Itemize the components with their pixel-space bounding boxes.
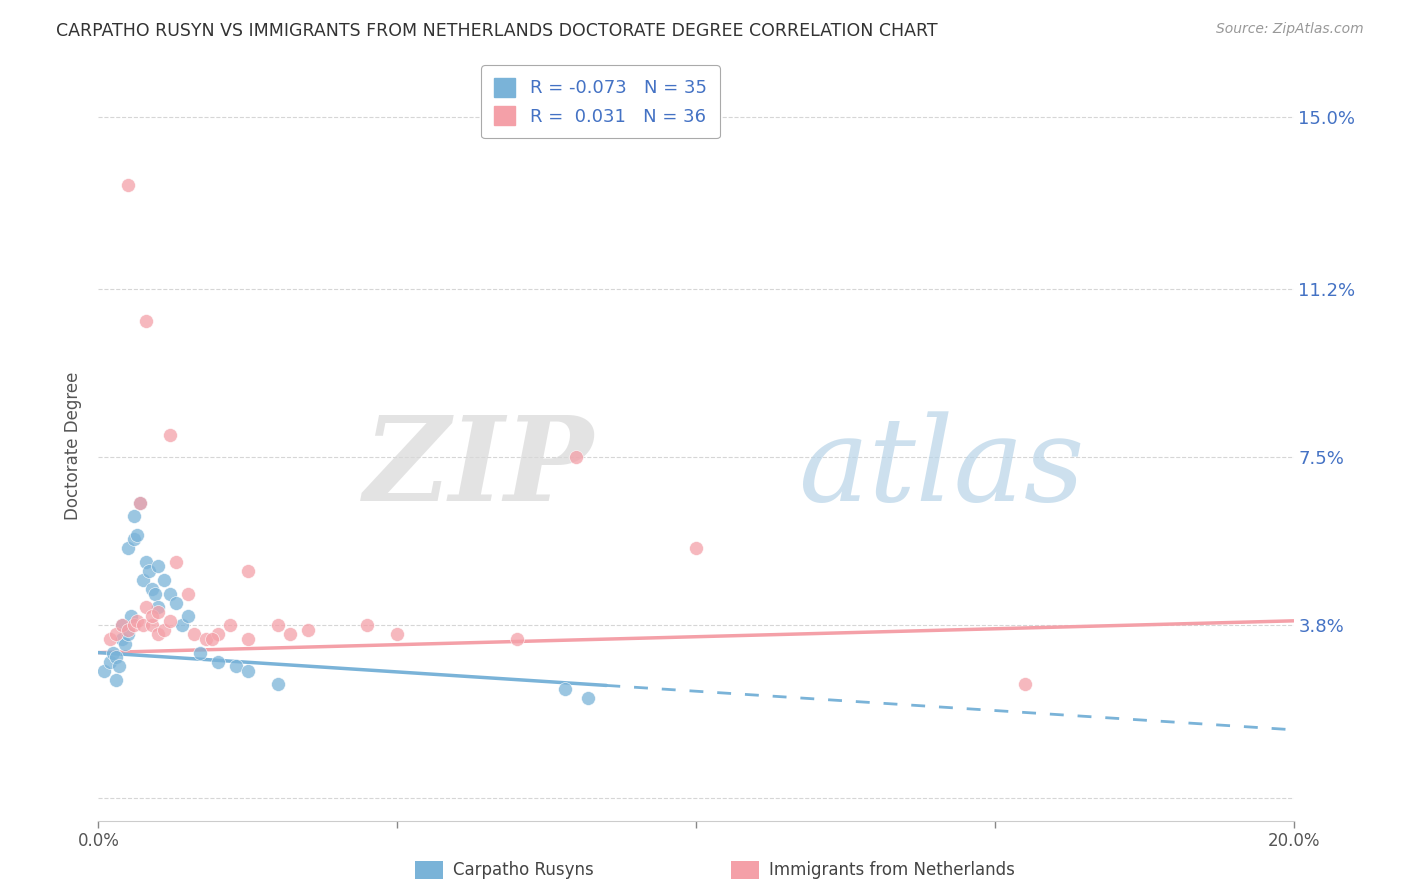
Y-axis label: Doctorate Degree: Doctorate Degree (63, 372, 82, 520)
Point (148, 627, 170, 641)
Point (165, 596, 187, 610)
Point (219, 618, 242, 632)
Point (132, 573, 155, 587)
Point (236, 664, 259, 678)
Point (138, 564, 160, 578)
Point (183, 627, 205, 641)
Point (578, 691, 600, 706)
Point (141, 609, 163, 624)
Legend: R = -0.073   N = 35, R =  0.031   N = 36: R = -0.073 N = 35, R = 0.031 N = 36 (481, 65, 720, 138)
Point (385, 627, 409, 641)
Point (165, 555, 187, 569)
Point (172, 618, 194, 632)
Point (135, 600, 157, 615)
Point (177, 609, 200, 624)
Point (124, 532, 146, 546)
Point (114, 636, 136, 650)
Point (225, 659, 247, 673)
Point (356, 618, 378, 632)
Point (159, 614, 181, 628)
Point (117, 178, 139, 192)
Point (153, 573, 176, 587)
Point (98, 632, 122, 646)
Point (105, 650, 128, 665)
Point (135, 555, 157, 569)
Point (188, 646, 211, 660)
Text: ZIP: ZIP (364, 411, 595, 526)
Point (207, 627, 229, 641)
Point (201, 632, 224, 646)
Point (1014, 677, 1036, 691)
Point (207, 655, 229, 669)
Point (117, 627, 139, 641)
Point (506, 632, 529, 646)
Point (148, 559, 170, 574)
Point (105, 673, 128, 687)
Point (135, 314, 157, 328)
Point (120, 609, 142, 624)
Point (153, 623, 176, 637)
Text: Immigrants from Netherlands: Immigrants from Netherlands (769, 861, 1015, 879)
Point (236, 564, 259, 578)
Point (141, 582, 163, 596)
Point (159, 586, 181, 600)
Point (111, 618, 134, 632)
Point (267, 618, 290, 632)
Point (129, 496, 152, 510)
Point (132, 618, 155, 632)
Point (177, 586, 200, 600)
Point (105, 627, 128, 641)
Point (554, 681, 576, 696)
Point (111, 618, 134, 632)
Point (297, 623, 319, 637)
Text: Carpatho Rusyns: Carpatho Rusyns (453, 861, 593, 879)
Point (111, 632, 134, 646)
Point (129, 496, 152, 510)
Point (124, 618, 146, 632)
Point (143, 586, 166, 600)
Text: Source: ZipAtlas.com: Source: ZipAtlas.com (1216, 22, 1364, 37)
Point (236, 632, 259, 646)
Point (103, 646, 125, 660)
Text: CARPATHO RUSYN VS IMMIGRANTS FROM NETHERLANDS DOCTORATE DEGREE CORRELATION CHART: CARPATHO RUSYN VS IMMIGRANTS FROM NETHER… (56, 22, 938, 40)
Point (93, 664, 115, 678)
Point (117, 541, 139, 556)
Point (267, 677, 290, 691)
Point (278, 627, 301, 641)
Point (141, 618, 163, 632)
Text: atlas: atlas (797, 411, 1084, 526)
Point (127, 614, 149, 628)
Point (127, 527, 149, 541)
Point (108, 659, 131, 673)
Point (124, 509, 146, 524)
Point (98, 655, 122, 669)
Point (195, 632, 218, 646)
Point (148, 600, 170, 615)
Point (148, 605, 170, 619)
Point (159, 427, 181, 442)
Point (685, 541, 707, 556)
Point (565, 450, 588, 465)
Point (117, 623, 139, 637)
